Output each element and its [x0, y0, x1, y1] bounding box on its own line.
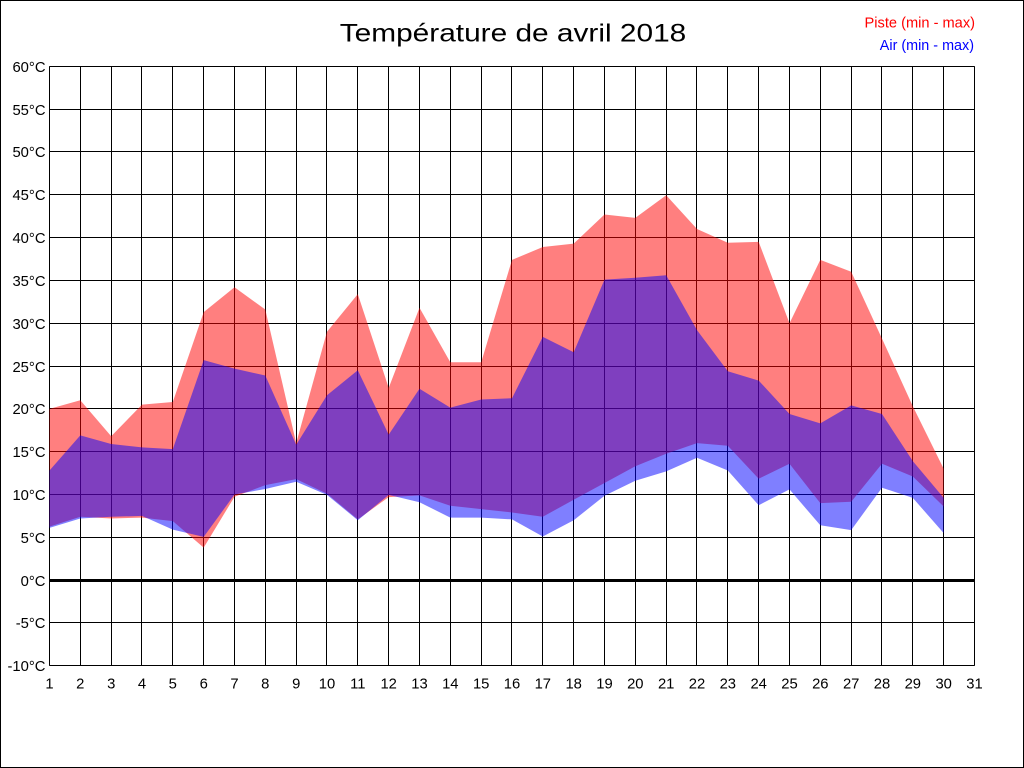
svg-text:12: 12	[380, 676, 396, 692]
svg-text:15°C: 15°C	[12, 445, 45, 461]
svg-text:2: 2	[76, 676, 84, 692]
svg-text:60°C: 60°C	[12, 60, 45, 76]
svg-text:29: 29	[905, 676, 921, 692]
svg-text:50°C: 50°C	[12, 145, 45, 161]
svg-text:31: 31	[966, 676, 982, 692]
svg-text:21: 21	[658, 676, 674, 692]
svg-text:-10°C: -10°C	[8, 659, 46, 675]
svg-text:3: 3	[107, 676, 115, 692]
svg-text:45°C: 45°C	[12, 188, 45, 204]
svg-text:30°C: 30°C	[12, 317, 45, 333]
svg-text:23: 23	[720, 676, 736, 692]
svg-text:16: 16	[504, 676, 520, 692]
svg-text:55°C: 55°C	[12, 103, 45, 119]
svg-text:35°C: 35°C	[12, 274, 45, 290]
svg-text:26: 26	[812, 676, 828, 692]
svg-text:22: 22	[689, 676, 705, 692]
svg-text:30: 30	[935, 676, 951, 692]
svg-text:6: 6	[200, 676, 208, 692]
svg-text:7: 7	[230, 676, 238, 692]
svg-text:28: 28	[874, 676, 890, 692]
svg-text:0°C: 0°C	[21, 574, 46, 590]
svg-text:10°C: 10°C	[12, 488, 45, 504]
svg-text:8: 8	[261, 676, 269, 692]
svg-text:27: 27	[843, 676, 859, 692]
svg-text:24: 24	[750, 676, 766, 692]
svg-text:14: 14	[442, 676, 458, 692]
svg-text:18: 18	[565, 676, 581, 692]
svg-text:Température de avril 2018: Température de avril 2018	[340, 20, 687, 48]
svg-text:13: 13	[411, 676, 427, 692]
svg-text:4: 4	[138, 676, 146, 692]
svg-text:-5°C: -5°C	[16, 616, 46, 632]
svg-text:25: 25	[781, 676, 797, 692]
svg-text:10: 10	[319, 676, 335, 692]
svg-text:5°C: 5°C	[21, 531, 46, 547]
svg-text:20°C: 20°C	[12, 402, 45, 418]
svg-text:20: 20	[627, 676, 643, 692]
svg-text:19: 19	[596, 676, 612, 692]
svg-text:11: 11	[350, 676, 365, 692]
svg-text:15: 15	[473, 676, 489, 692]
svg-text:1: 1	[45, 676, 53, 692]
svg-text:17: 17	[535, 676, 551, 692]
svg-text:5: 5	[169, 676, 177, 692]
svg-text:Piste (min - max): Piste (min - max)	[865, 14, 976, 31]
svg-text:40°C: 40°C	[12, 231, 45, 247]
svg-text:Air (min - max): Air (min - max)	[880, 37, 974, 54]
svg-text:25°C: 25°C	[12, 360, 45, 376]
svg-text:9: 9	[292, 676, 300, 692]
